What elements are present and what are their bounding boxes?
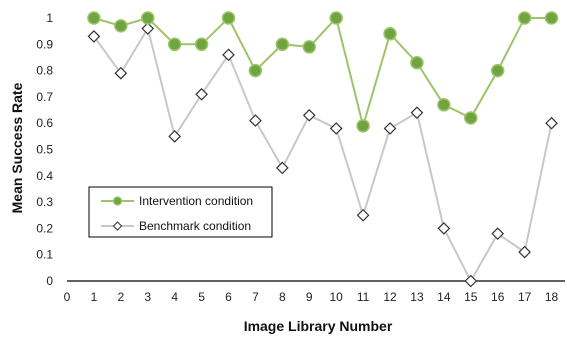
data-point: [87, 11, 101, 25]
legend-label: Benchmark condition: [139, 219, 251, 233]
data-point: [114, 66, 128, 80]
data-point: [221, 11, 236, 25]
y-tick-label: 0.8: [36, 64, 53, 78]
y-tick-label: 0.2: [36, 221, 53, 235]
data-point: [437, 98, 451, 112]
data-point: [87, 30, 101, 43]
data-point: [329, 11, 343, 25]
data-point: [410, 55, 424, 70]
y-tick-label: 0.3: [36, 195, 53, 209]
data-point: [545, 116, 558, 130]
x-tick-label: 15: [464, 290, 478, 304]
x-tick-label: 11: [357, 290, 370, 304]
data-point: [302, 40, 317, 54]
data-point: [141, 11, 155, 25]
x-tick-label: 17: [518, 290, 532, 304]
y-axis-title: Mean Success Rate: [9, 82, 25, 213]
data-point: [141, 22, 155, 35]
series-intervention: [87, 11, 559, 133]
axes: 0 1 2 3 4 5 6 7 8 9 10 11 12 13 14 15 16 17 1800.10.20.30.…: [36, 11, 565, 304]
data-point: [517, 11, 532, 25]
data-point: [114, 19, 128, 33]
legend: Intervention condition Benchmark conditio…: [88, 186, 273, 238]
legend-marker: [112, 221, 123, 231]
data-point: [195, 87, 208, 101]
x-tick-label: 18: [545, 290, 559, 304]
data-point: [544, 11, 559, 25]
x-tick-label: 16: [491, 290, 505, 304]
data-point: [275, 37, 290, 52]
data-point: [167, 37, 182, 52]
data-point: [464, 274, 478, 288]
data-point: [168, 130, 182, 143]
data-point: [437, 222, 451, 235]
y-tick-label: 0.9: [36, 37, 53, 51]
y-tick-label: 0.4: [36, 169, 53, 183]
x-tick-label: 2: [117, 290, 124, 304]
data-point: [276, 161, 289, 175]
y-tick-label: 0.6: [36, 116, 53, 130]
x-tick-label: 0: [64, 290, 71, 304]
data-point: [248, 63, 263, 78]
x-tick-label: 13: [410, 290, 424, 304]
y-tick-label: 1: [46, 11, 53, 25]
legend-marker: [112, 196, 123, 206]
series-benchmark: [87, 22, 558, 288]
data-point: [356, 119, 370, 133]
series-line: [93, 25, 553, 284]
x-tick-label: 3: [144, 290, 151, 304]
data-point: [410, 106, 424, 120]
data-point: [222, 48, 235, 62]
x-axis-title: Image Library Number: [244, 318, 393, 334]
data-point: [464, 111, 478, 125]
y-tick-label: 0: [46, 274, 53, 288]
data-point: [383, 122, 397, 135]
x-tick-label: 8: [279, 290, 286, 304]
data-point: [518, 245, 531, 259]
data-point: [194, 37, 209, 52]
data-point: [356, 208, 370, 222]
x-tick-label: 1: [91, 290, 98, 304]
data-point: [383, 27, 397, 41]
x-tick-label: 6: [225, 290, 232, 304]
x-tick-label: 10: [330, 290, 344, 304]
x-tick-label: 14: [437, 290, 451, 304]
x-tick-label: 9: [306, 290, 313, 304]
legend-label: Intervention condition: [139, 194, 253, 208]
x-tick-label: 5: [198, 290, 205, 304]
series-line: [93, 15, 552, 130]
data-point: [302, 108, 316, 122]
y-tick-label: 0.5: [36, 143, 53, 157]
x-tick-label: 4: [171, 290, 178, 304]
series-layer: [87, 11, 559, 288]
data-point: [490, 63, 505, 78]
x-tick-label: 12: [383, 290, 397, 304]
y-tick-label: 0.7: [36, 90, 53, 104]
y-tick-label: 0.1: [36, 248, 53, 262]
x-tick-label: 7: [252, 290, 259, 304]
data-point: [329, 122, 343, 135]
data-point: [249, 114, 262, 127]
data-point: [491, 227, 505, 241]
